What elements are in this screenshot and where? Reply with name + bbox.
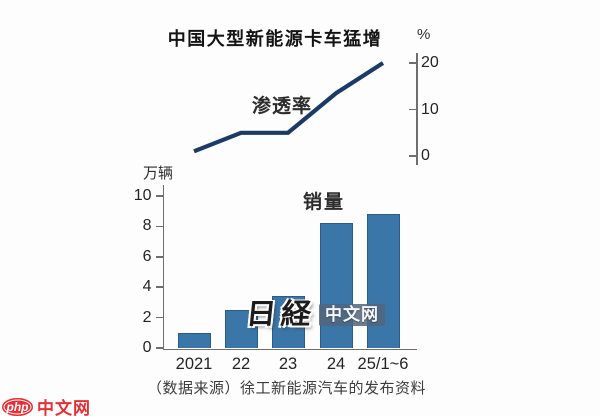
bar-axis-tick-label: 10 [133,187,152,204]
php-site-name: 中文网 [37,399,91,416]
bar-axis-tick-label: 4 [142,278,152,296]
line-chart-right-axis [416,53,418,165]
line-axis-tick-label: 0 [421,147,430,164]
nikkei-site-badge: 中文网 [319,304,385,326]
bar-22 [224,310,258,348]
bar-chart-left-axis [162,185,164,349]
line-axis-tick-label: 20 [421,54,439,71]
bar-axis-tick [155,225,163,228]
line-axis-tick [409,155,416,157]
bar-axis-tick-label: 2 [142,308,152,326]
bar-2021 [177,332,211,348]
bar-axis-unit-label: 万辆 [143,165,174,182]
x-axis-label-25/1~6: 25/1~6 [357,355,409,373]
x-axis-label-22: 22 [231,355,251,373]
bar-axis-tick-label: 8 [142,217,152,235]
bar-axis-tick [155,316,163,319]
bar-axis-tick [155,256,163,258]
line-axis-tick-label: 10 [421,100,439,118]
bar-axis-tick-label: 6 [142,247,152,265]
bar-chart-baseline [162,348,417,350]
php-logo-badge: php [2,397,33,416]
penetration-series-label: 渗透率 [252,96,313,117]
x-axis-label-23: 23 [278,355,298,373]
bar-23 [271,296,305,348]
line-axis-tick [409,62,416,64]
bar-24 [319,223,353,348]
chart-title: 中国大型新能源卡车猛增 [167,29,383,49]
bar-axis-tick [155,195,163,197]
bar-axis-tick-label: 0 [142,339,152,356]
sales-series-label: 销量 [303,192,346,213]
line-axis-tick [409,108,416,111]
penetration-line [193,61,385,154]
data-source-note: （数据来源）徐工新能源汽车的发布资料 [147,380,427,397]
line-axis-unit-label: % [417,26,431,43]
php-site-logo: php 中文网 [2,394,91,416]
x-axis-label-2021: 2021 [175,355,213,373]
bar-axis-tick [155,347,163,349]
x-axis-label-24: 24 [326,355,346,373]
nikkei-watermark: 日経 中文网 [244,298,385,331]
nikkei-logo-text: 日経 [244,298,318,331]
bar-axis-tick [155,286,163,288]
